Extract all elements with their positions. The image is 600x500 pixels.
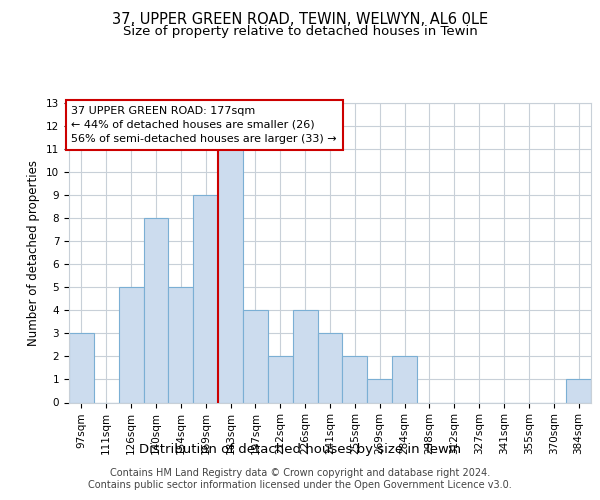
Y-axis label: Number of detached properties: Number of detached properties <box>28 160 40 346</box>
Bar <box>566 380 591 402</box>
Bar <box>143 218 169 402</box>
Bar <box>268 356 293 403</box>
Bar <box>69 334 94 402</box>
Bar <box>293 310 317 402</box>
Text: Distribution of detached houses by size in Tewin: Distribution of detached houses by size … <box>139 442 461 456</box>
Bar <box>343 356 367 403</box>
Bar <box>392 356 417 403</box>
Text: Contains HM Land Registry data © Crown copyright and database right 2024.
Contai: Contains HM Land Registry data © Crown c… <box>88 468 512 490</box>
Bar <box>119 287 143 403</box>
Bar <box>367 380 392 402</box>
Text: 37 UPPER GREEN ROAD: 177sqm
← 44% of detached houses are smaller (26)
56% of sem: 37 UPPER GREEN ROAD: 177sqm ← 44% of det… <box>71 106 337 144</box>
Bar <box>243 310 268 402</box>
Bar <box>169 287 193 403</box>
Text: 37, UPPER GREEN ROAD, TEWIN, WELWYN, AL6 0LE: 37, UPPER GREEN ROAD, TEWIN, WELWYN, AL6… <box>112 12 488 28</box>
Bar <box>218 148 243 402</box>
Text: Size of property relative to detached houses in Tewin: Size of property relative to detached ho… <box>122 25 478 38</box>
Bar <box>193 195 218 402</box>
Bar <box>317 334 343 402</box>
